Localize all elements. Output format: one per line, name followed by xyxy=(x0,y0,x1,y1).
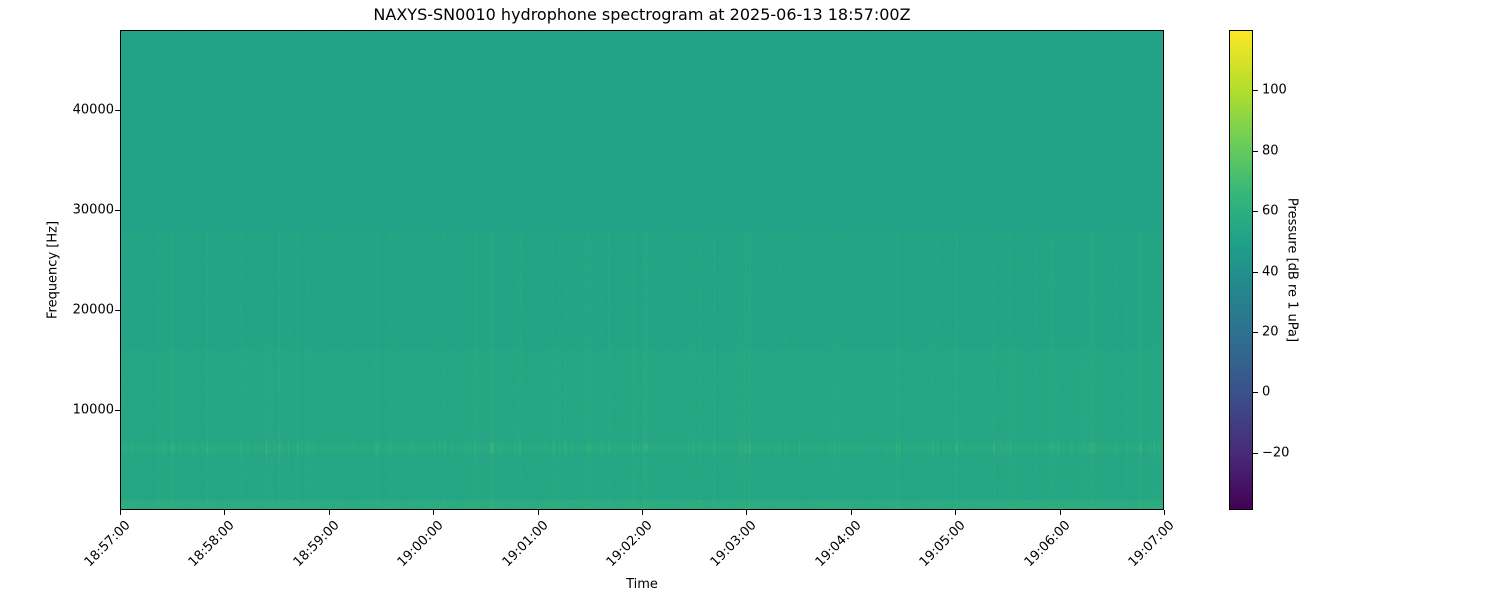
x-tick-mark xyxy=(850,510,852,515)
x-tick-mark xyxy=(433,510,435,515)
x-tick-label: 19:02:00 xyxy=(603,518,656,570)
colorbar-tick-mark xyxy=(1253,392,1258,394)
x-tick-mark xyxy=(328,510,330,515)
y-tick-mark xyxy=(115,210,120,211)
y-tick-label: 10000 xyxy=(72,402,114,418)
y-tick-mark xyxy=(115,410,120,411)
x-tick-label: 19:05:00 xyxy=(916,518,969,570)
colorbar-tick-mark xyxy=(1253,452,1258,454)
plot-area xyxy=(120,30,1164,510)
colorbar-tick-mark xyxy=(1253,90,1258,92)
y-tick-label: 40000 xyxy=(72,102,114,118)
colorbar-tick-label: 20 xyxy=(1262,324,1279,340)
chart-title: NAXYS-SN0010 hydrophone spectrogram at 2… xyxy=(373,5,911,24)
colorbar xyxy=(1229,30,1253,510)
colorbar-tick-label: 40 xyxy=(1262,264,1279,279)
colorbar-tick-mark xyxy=(1253,150,1258,152)
y-tick-mark xyxy=(115,110,120,111)
x-tick-mark xyxy=(642,510,643,515)
colorbar-tick-mark xyxy=(1253,331,1258,333)
x-tick-label: 19:07:00 xyxy=(1125,518,1178,570)
colorbar-tick-mark xyxy=(1253,211,1258,213)
spectrogram-image xyxy=(121,31,1163,509)
colorbar-tick-label: −20 xyxy=(1262,445,1290,461)
y-tick-mark xyxy=(115,310,120,311)
y-axis-label: Frequency [Hz] xyxy=(45,220,61,320)
x-tick-mark xyxy=(1164,510,1165,515)
colorbar-tick-mark xyxy=(1253,271,1258,273)
colorbar-tick-label: 100 xyxy=(1262,82,1287,98)
x-tick-label: 18:57:00 xyxy=(81,518,134,570)
y-tick-label: 30000 xyxy=(72,202,114,218)
x-tick-label: 19:01:00 xyxy=(499,518,552,570)
x-tick-label: 19:03:00 xyxy=(708,518,760,570)
x-tick-label: 19:06:00 xyxy=(1021,518,1074,570)
x-tick-label: 18:59:00 xyxy=(290,518,343,570)
x-tick-label: 18:58:00 xyxy=(186,518,238,570)
colorbar-tick-label: 80 xyxy=(1262,143,1279,159)
colorbar-tick-label: 60 xyxy=(1262,203,1279,219)
x-tick-mark xyxy=(224,510,226,515)
x-tick-mark xyxy=(120,510,121,515)
y-tick-label: 20000 xyxy=(72,302,114,318)
x-tick-label: 19:04:00 xyxy=(812,518,865,570)
x-tick-label: 19:00:00 xyxy=(394,518,447,570)
x-tick-mark xyxy=(746,510,748,515)
x-tick-mark xyxy=(1059,510,1061,515)
x-tick-mark xyxy=(537,510,539,515)
x-tick-mark xyxy=(955,510,957,515)
x-axis-label: Time xyxy=(626,577,658,592)
colorbar-tick-label: 0 xyxy=(1262,384,1271,400)
colorbar-label: Pressure [dB re 1 uPa] xyxy=(1284,197,1300,343)
